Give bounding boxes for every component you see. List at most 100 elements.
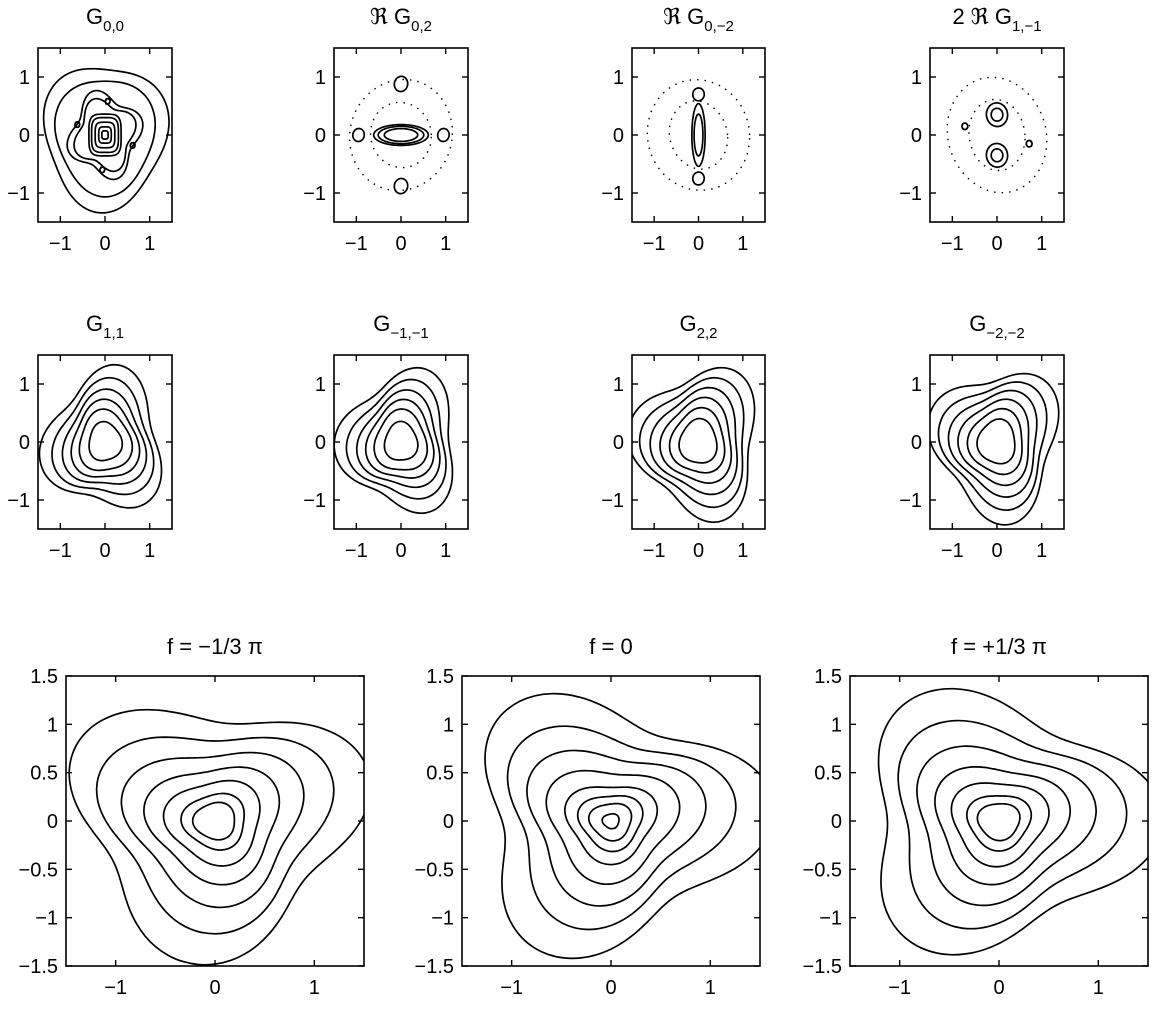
contour-lines — [38, 363, 163, 509]
contour-line-1-5 — [545, 769, 681, 886]
plot-frame — [849, 675, 1149, 967]
contour-line-1-5 — [51, 376, 155, 496]
y-tick-label: −1 — [303, 490, 326, 512]
x-tick-label: 1 — [1036, 233, 1047, 255]
panel-8: −1 0 1 1 0 −1 G−2,−2 — [899, 311, 1065, 562]
panel-7: −1 0 1 1 0 −1 G2,2 — [601, 311, 766, 562]
y-tick-label: 0 — [315, 125, 326, 147]
contour-lines — [946, 76, 1048, 194]
x-tick-label: 1 — [705, 977, 716, 999]
contour-line-1-4 — [143, 766, 281, 886]
contour-line-3-1 — [53, 80, 157, 198]
contour-line-1-1 — [101, 130, 109, 140]
y-tick-label: 0.5 — [30, 763, 58, 785]
contour-line-1-4 — [90, 116, 120, 154]
contour-line-1-2 — [373, 408, 429, 471]
contour-line-1-3 — [950, 782, 1050, 868]
y-tick-label: 1 — [613, 67, 624, 89]
contour-line-4-1 — [104, 97, 111, 105]
x-tick-label: 0 — [209, 977, 220, 999]
contour-line-1-1 — [601, 812, 620, 830]
y-tick-label: −1 — [7, 490, 30, 512]
contour-line-1-4 — [947, 389, 1038, 498]
contour-line-2-1 — [990, 148, 1004, 163]
contour-line-1-3 — [162, 779, 261, 867]
panel-1: −1 0 1 1 0 −1 G0,0 — [7, 4, 173, 255]
x-tick-label: 0 — [993, 977, 1004, 999]
x-tick-label: 0 — [395, 233, 406, 255]
contour-line-1-7 — [68, 708, 364, 966]
x-tick-label: 0 — [693, 233, 704, 255]
x-tick-label: 0 — [605, 977, 616, 999]
contour-line-3-1 — [961, 122, 969, 131]
x-tick-label: 0 — [99, 540, 110, 562]
panel-3: −1 0 1 1 0 −1 ℜ G0,−2 — [601, 4, 766, 255]
panel-11: −1 0 1 1.5 1 0.5 0 −0.5 −1 −1.5 f = +1/3 π — [803, 634, 1149, 999]
panel-5: −1 0 1 1 0 −1 G1,1 — [7, 311, 173, 562]
plot-frame — [37, 354, 173, 530]
contour-line-1-2 — [587, 802, 633, 842]
panel-10: −1 0 1 1.5 1 0.5 0 −0.5 −1 −1.5 f = 0 — [415, 634, 761, 999]
x-tick-label: −1 — [49, 233, 72, 255]
y-tick-label: 0 — [911, 432, 922, 454]
y-tick-label: 0.5 — [426, 763, 454, 785]
y-tick-label: 0 — [613, 125, 624, 147]
contour-line-1-4 — [61, 388, 148, 485]
contour-line-1-5 — [120, 751, 305, 909]
contour-line-1-5 — [937, 381, 1048, 511]
contour-line-7-1 — [129, 141, 136, 150]
panel-title: G2,2 — [680, 311, 718, 342]
x-tick-label: 0 — [693, 540, 704, 562]
x-tick-label: 1 — [737, 540, 748, 562]
contour-line-1-2 — [965, 795, 1033, 852]
y-tick-label: 1 — [911, 374, 922, 396]
plot-frame — [65, 675, 365, 967]
panel-title: f = +1/3 π — [951, 634, 1047, 659]
contour-line-1-3 — [659, 396, 733, 484]
panel-title: f = −1/3 π — [167, 634, 263, 659]
contour-lines — [877, 687, 1148, 956]
panel-title: f = 0 — [589, 634, 632, 659]
contour-line-1-2 — [966, 407, 1023, 476]
plot-frame — [37, 47, 173, 223]
contour-line-1-2 — [78, 408, 134, 472]
contour-lines — [646, 79, 751, 191]
y-tick-label: −1.5 — [19, 956, 58, 978]
y-tick-label: 0 — [19, 432, 30, 454]
contour-line-1-3 — [957, 398, 1030, 487]
contour-lines — [484, 692, 760, 960]
contour-line-1-4 — [649, 386, 738, 496]
contour-line-3-1 — [393, 177, 409, 195]
contour-line-1-1 — [383, 127, 419, 143]
y-tick-label: 0 — [315, 432, 326, 454]
contour-line-2-1 — [393, 75, 409, 93]
contour-line-1-2 — [985, 102, 1009, 128]
contour-line-2-1 — [73, 97, 137, 173]
x-tick-label: 1 — [1036, 540, 1047, 562]
y-tick-label: −0.5 — [803, 859, 842, 881]
contour-line-1-2 — [97, 126, 113, 144]
contour-line-1-6 — [632, 366, 756, 524]
x-tick-label: 0 — [99, 233, 110, 255]
contour-line-1-3 — [372, 123, 430, 147]
y-tick-label: 1 — [47, 714, 58, 736]
negative-contour — [348, 78, 454, 192]
y-tick-label: −1 — [7, 183, 30, 205]
y-tick-label: 1 — [315, 374, 326, 396]
y-tick-label: 0 — [443, 811, 454, 833]
y-tick-label: 0 — [47, 811, 58, 833]
y-tick-label: −1 — [899, 490, 922, 512]
contour-line-2-1 — [691, 87, 706, 102]
contour-line-3-2 — [42, 67, 170, 214]
contour-line-1-2 — [668, 406, 726, 474]
contour-line-1-6 — [526, 749, 707, 907]
x-tick-label: 0 — [395, 540, 406, 562]
y-tick-label: 1 — [613, 374, 624, 396]
x-tick-label: −1 — [941, 540, 964, 562]
panel-title: G0,0 — [86, 4, 124, 35]
y-tick-label: 0 — [613, 432, 624, 454]
panel-title: G−1,−1 — [373, 311, 429, 342]
contour-lines — [42, 67, 170, 214]
plot-frame — [929, 47, 1065, 223]
x-tick-label: −1 — [49, 540, 72, 562]
